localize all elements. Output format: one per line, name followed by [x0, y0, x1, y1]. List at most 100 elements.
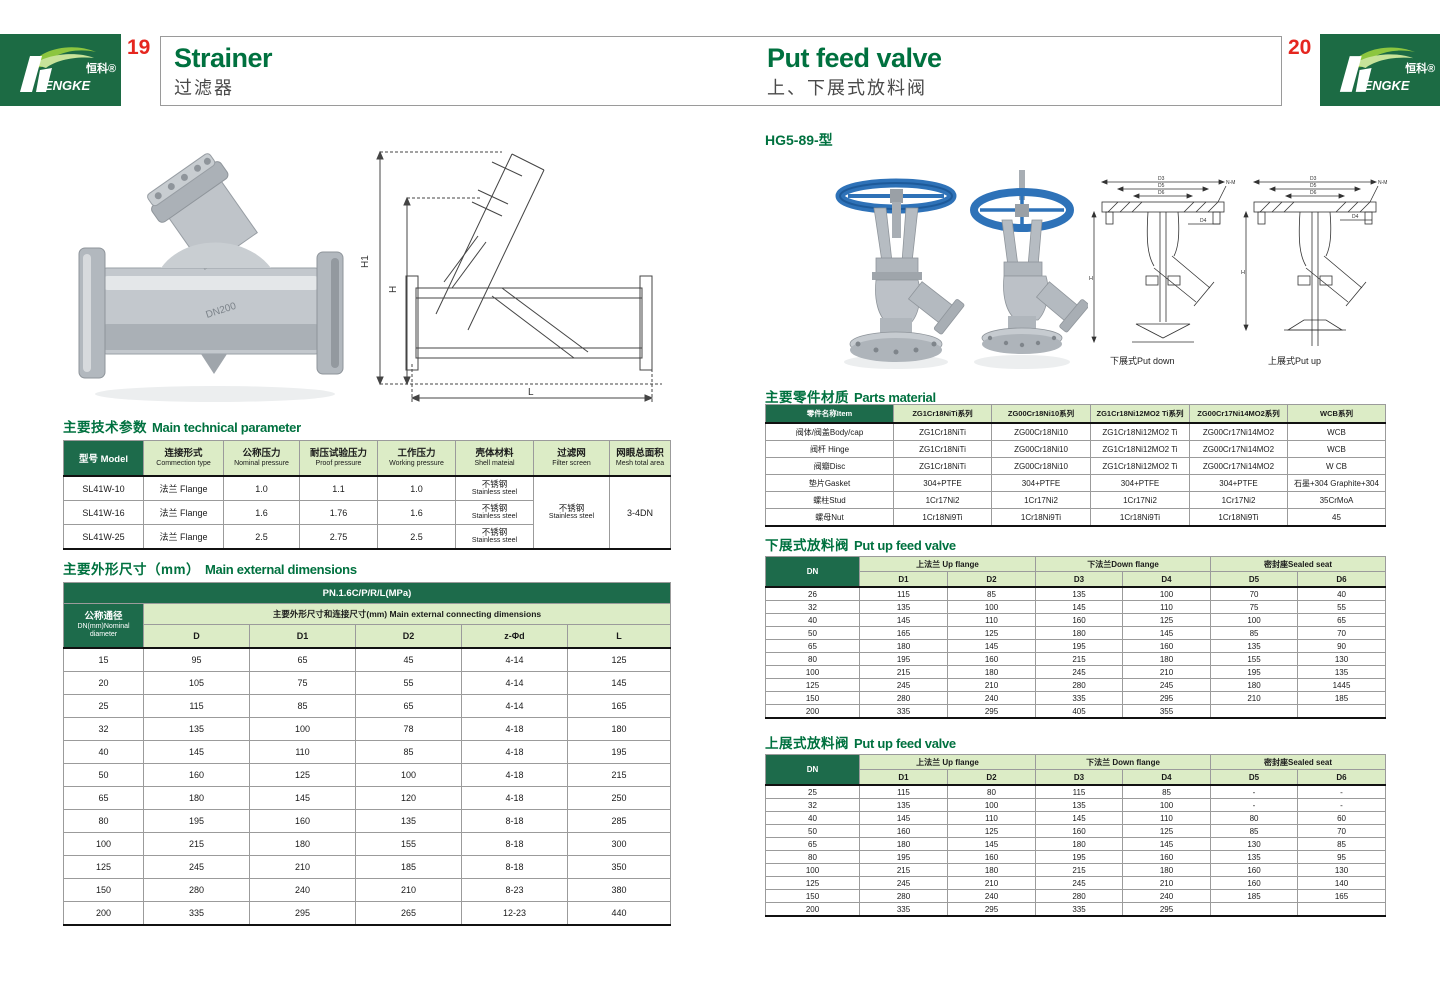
table-cell: 55 [355, 671, 462, 695]
table-cell: 15 [63, 647, 144, 672]
table-row: PN.1.6C/P/R/L(MPa) [63, 582, 671, 604]
table-cell: 145 [1035, 811, 1124, 825]
table-cell: 60 [1297, 811, 1387, 825]
table-cell: 160 [859, 824, 948, 838]
brand-logo-left: ENGKE 恒科® [0, 34, 121, 106]
table-cell: 32 [765, 798, 860, 812]
table-row: 40 145 110 145 110 80 60 [765, 811, 1387, 825]
table-cell: 125 [946, 626, 1037, 640]
table-row: 150 280 240 280 240 185 165 [765, 889, 1387, 903]
table-cell: 195 [859, 850, 948, 864]
table-cell: ZG00Cr18Ni10 [991, 457, 1091, 475]
table-cell: 95 [1297, 850, 1387, 864]
dim-label-d5: D5 [1310, 183, 1317, 189]
table-cell: 过滤网 Filter screen [533, 440, 610, 477]
table-cell: 160 [249, 809, 356, 833]
table-cell: 阀体/阀盖Body/cap [765, 422, 894, 441]
table-cell: 40 [1297, 586, 1387, 601]
table-row: 65 180 145 120 4-18 250 [63, 786, 671, 810]
table-cell: SL41W-10 [63, 475, 144, 501]
table-cell: 285 [567, 809, 671, 833]
logo-text-cn: 恒科® [1405, 61, 1435, 75]
valve-photo-up [970, 170, 1088, 369]
table-cell: D5 [1210, 769, 1299, 786]
table-row: DN 上法兰 Up flange 下法兰 Down flange 密封座Sealed … [765, 754, 1387, 786]
dim-label-d5: D5 [1158, 183, 1165, 189]
table-cell: 上法兰 Up flange [858, 754, 1037, 770]
table-cell: 180 [567, 717, 671, 741]
table-cell: 380 [567, 878, 671, 902]
table-cell: 160 [1210, 876, 1299, 890]
table-cell: ZG1Cr18NiTi [893, 422, 992, 441]
table-cell: 下法兰Down flange [1035, 556, 1212, 572]
table-cell: 195 [567, 740, 671, 764]
table-cell: 4-18 [461, 786, 568, 810]
table-cell: 100 [1122, 586, 1212, 601]
table-cell: 上法兰 Up flange [858, 556, 1037, 572]
table-cell: DN [765, 556, 860, 588]
table-cell: 180 [1122, 863, 1212, 877]
dim-label-h: H [388, 286, 399, 293]
table-cell: 65 [1297, 613, 1387, 627]
table-cell: ZG1Cr18NiTi [893, 457, 992, 475]
table-cell: 145 [946, 837, 1037, 851]
table-cell: 8-18 [461, 855, 568, 879]
table-cell: 50 [765, 824, 860, 838]
table-row: 150 280 240 210 8-23 380 [63, 878, 671, 902]
table-cell: z-Φd [461, 624, 568, 649]
table-cell: ZG00Cr17Ni14MO2 [1189, 457, 1288, 475]
table-row: 125 245 210 185 8-18 350 [63, 855, 671, 879]
table-cell: 110 [1122, 600, 1212, 614]
table-cell: 145 [1035, 600, 1124, 614]
table-cell: 110 [249, 740, 356, 764]
table-cell: 75 [249, 671, 356, 695]
down-feed-title-cn: 下展式放料阀 [765, 538, 849, 553]
table-cell: 40 [765, 811, 860, 825]
table-cell: 440 [567, 901, 671, 926]
table-cell: 180 [1035, 626, 1124, 640]
table-cell: 78 [355, 717, 462, 741]
table-cell: 210 [1210, 691, 1299, 705]
table-cell: 135 [859, 798, 948, 812]
table-row: 25 115 80 115 85- - [765, 784, 1387, 799]
table-cell: 180 [859, 639, 948, 653]
table-cell: W CB [1287, 457, 1386, 475]
table-cell: 4-14 [461, 694, 568, 718]
up-feed-title: 上展式放料阀 Put up feed valve [765, 732, 956, 753]
table-cell: 65 [765, 837, 860, 851]
table-cell: 150 [765, 889, 860, 903]
dim-label-h1: H1 [360, 255, 371, 268]
table-row: 125 245 210 245 210 160 140 [765, 876, 1387, 890]
table-cell: D1 [859, 571, 948, 588]
table-cell: 垫片Gasket [765, 474, 894, 492]
right-title-en: Put feed valve [767, 43, 942, 73]
table-cell: 25 [765, 784, 860, 799]
table-cell: 不锈钢 Stainless steel [455, 524, 534, 550]
table-cell: 335 [1035, 691, 1124, 705]
table-cell: 4-18 [461, 740, 568, 764]
table-cell: 295 [1122, 691, 1212, 705]
table-cell: 145 [567, 671, 671, 695]
table-row: 200 335 295 265 12-23 440 [63, 901, 671, 926]
table-cell: 135 [1297, 665, 1387, 679]
table-cell: 304+PTFE [1090, 474, 1190, 492]
external-dims-title-cn: 主要外形尺寸（mm） [63, 562, 201, 577]
table-cell: 26 [765, 586, 860, 601]
valve-drawing-up: D3 D5 D6 N-M D4 H [1241, 176, 1387, 346]
table-cell: 215 [143, 832, 250, 856]
model-label: HG5-89-型 [765, 132, 833, 148]
table-cell: 280 [1035, 889, 1124, 903]
table-cell: 1.0 [223, 475, 300, 501]
table-cell: 245 [1035, 876, 1124, 890]
strainer-photo: DN200 [78, 153, 344, 402]
table-cell [1297, 902, 1387, 917]
table-cell: 4-18 [461, 717, 568, 741]
table-cell: 335 [1035, 902, 1124, 917]
table-cell: 304+PTFE [991, 474, 1091, 492]
table-cell: 135 [1035, 586, 1124, 601]
table-cell: ZG1Cr18NiTi系列 [893, 404, 992, 424]
table-cell: ZG1Cr18Ni12MO2 Ti [1090, 422, 1190, 441]
table-cell: 105 [143, 671, 250, 695]
table-cell: 215 [859, 863, 948, 877]
